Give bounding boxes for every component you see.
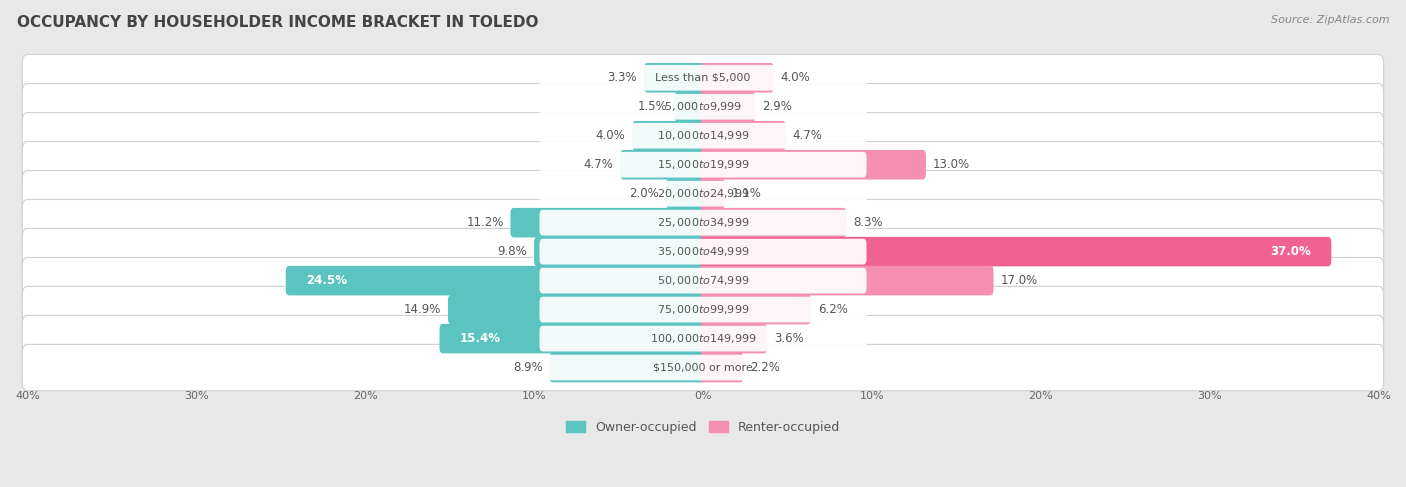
Text: OCCUPANCY BY HOUSEHOLDER INCOME BRACKET IN TOLEDO: OCCUPANCY BY HOUSEHOLDER INCOME BRACKET … bbox=[17, 15, 538, 30]
FancyBboxPatch shape bbox=[700, 266, 994, 296]
Text: $25,000 to $34,999: $25,000 to $34,999 bbox=[657, 216, 749, 229]
FancyBboxPatch shape bbox=[22, 228, 1384, 275]
FancyBboxPatch shape bbox=[700, 324, 768, 354]
FancyBboxPatch shape bbox=[540, 123, 866, 149]
Text: 4.7%: 4.7% bbox=[793, 129, 823, 142]
FancyBboxPatch shape bbox=[22, 344, 1384, 391]
Legend: Owner-occupied, Renter-occupied: Owner-occupied, Renter-occupied bbox=[561, 416, 845, 439]
FancyBboxPatch shape bbox=[540, 239, 866, 264]
Text: 4.0%: 4.0% bbox=[596, 129, 626, 142]
Text: Less than $5,000: Less than $5,000 bbox=[655, 73, 751, 83]
Text: 15.4%: 15.4% bbox=[460, 332, 501, 345]
FancyBboxPatch shape bbox=[675, 92, 706, 122]
FancyBboxPatch shape bbox=[620, 150, 706, 180]
FancyBboxPatch shape bbox=[700, 121, 786, 150]
FancyBboxPatch shape bbox=[700, 237, 1331, 266]
FancyBboxPatch shape bbox=[700, 150, 927, 180]
FancyBboxPatch shape bbox=[22, 258, 1384, 304]
Text: 4.0%: 4.0% bbox=[780, 71, 810, 84]
FancyBboxPatch shape bbox=[550, 353, 706, 382]
FancyBboxPatch shape bbox=[540, 268, 866, 294]
FancyBboxPatch shape bbox=[22, 286, 1384, 333]
FancyBboxPatch shape bbox=[510, 208, 706, 238]
FancyBboxPatch shape bbox=[700, 92, 755, 122]
Text: 8.9%: 8.9% bbox=[513, 361, 543, 374]
Text: 3.6%: 3.6% bbox=[773, 332, 804, 345]
Text: Source: ZipAtlas.com: Source: ZipAtlas.com bbox=[1271, 15, 1389, 25]
Text: $15,000 to $19,999: $15,000 to $19,999 bbox=[657, 158, 749, 171]
FancyBboxPatch shape bbox=[22, 200, 1384, 246]
Text: $20,000 to $24,999: $20,000 to $24,999 bbox=[657, 187, 749, 200]
FancyBboxPatch shape bbox=[700, 179, 725, 208]
Text: $35,000 to $49,999: $35,000 to $49,999 bbox=[657, 245, 749, 258]
FancyBboxPatch shape bbox=[534, 237, 706, 266]
FancyBboxPatch shape bbox=[22, 170, 1384, 217]
FancyBboxPatch shape bbox=[666, 179, 706, 208]
FancyBboxPatch shape bbox=[22, 142, 1384, 188]
Text: $50,000 to $74,999: $50,000 to $74,999 bbox=[657, 274, 749, 287]
FancyBboxPatch shape bbox=[540, 94, 866, 120]
FancyBboxPatch shape bbox=[540, 297, 866, 322]
FancyBboxPatch shape bbox=[22, 316, 1384, 362]
FancyBboxPatch shape bbox=[540, 181, 866, 206]
Text: 17.0%: 17.0% bbox=[1000, 274, 1038, 287]
Text: 1.1%: 1.1% bbox=[731, 187, 762, 200]
Text: 2.9%: 2.9% bbox=[762, 100, 792, 113]
Text: $100,000 to $149,999: $100,000 to $149,999 bbox=[650, 332, 756, 345]
FancyBboxPatch shape bbox=[633, 121, 706, 150]
Text: $150,000 or more: $150,000 or more bbox=[654, 362, 752, 373]
Text: 2.2%: 2.2% bbox=[751, 361, 780, 374]
Text: 3.3%: 3.3% bbox=[607, 71, 637, 84]
Text: $10,000 to $14,999: $10,000 to $14,999 bbox=[657, 129, 749, 142]
FancyBboxPatch shape bbox=[540, 326, 866, 352]
Text: $5,000 to $9,999: $5,000 to $9,999 bbox=[664, 100, 742, 113]
Text: 1.5%: 1.5% bbox=[638, 100, 668, 113]
FancyBboxPatch shape bbox=[540, 65, 866, 91]
FancyBboxPatch shape bbox=[285, 266, 706, 296]
FancyBboxPatch shape bbox=[700, 63, 773, 93]
Text: 2.0%: 2.0% bbox=[630, 187, 659, 200]
FancyBboxPatch shape bbox=[22, 55, 1384, 101]
Text: 37.0%: 37.0% bbox=[1270, 245, 1310, 258]
Text: 13.0%: 13.0% bbox=[932, 158, 970, 171]
FancyBboxPatch shape bbox=[440, 324, 706, 354]
Text: 24.5%: 24.5% bbox=[307, 274, 347, 287]
Text: $75,000 to $99,999: $75,000 to $99,999 bbox=[657, 303, 749, 316]
FancyBboxPatch shape bbox=[22, 112, 1384, 159]
FancyBboxPatch shape bbox=[700, 353, 744, 382]
FancyBboxPatch shape bbox=[700, 208, 846, 238]
FancyBboxPatch shape bbox=[540, 152, 866, 178]
Text: 11.2%: 11.2% bbox=[467, 216, 503, 229]
FancyBboxPatch shape bbox=[644, 63, 706, 93]
Text: 4.7%: 4.7% bbox=[583, 158, 613, 171]
Text: 14.9%: 14.9% bbox=[404, 303, 441, 316]
Text: 9.8%: 9.8% bbox=[498, 245, 527, 258]
Text: 6.2%: 6.2% bbox=[818, 303, 848, 316]
FancyBboxPatch shape bbox=[540, 210, 866, 236]
Text: 8.3%: 8.3% bbox=[853, 216, 883, 229]
FancyBboxPatch shape bbox=[449, 295, 706, 324]
FancyBboxPatch shape bbox=[22, 84, 1384, 130]
FancyBboxPatch shape bbox=[540, 355, 866, 380]
FancyBboxPatch shape bbox=[700, 295, 811, 324]
